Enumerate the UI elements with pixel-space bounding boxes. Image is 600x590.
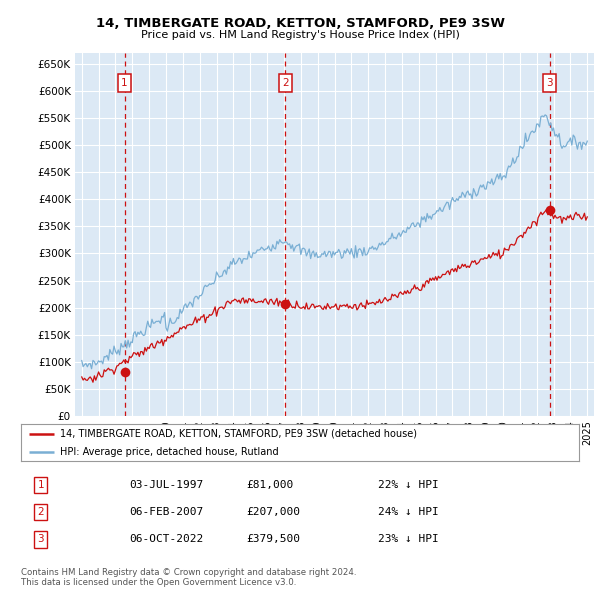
- Text: 1: 1: [121, 78, 128, 88]
- Text: Price paid vs. HM Land Registry's House Price Index (HPI): Price paid vs. HM Land Registry's House …: [140, 30, 460, 40]
- Text: 1: 1: [37, 480, 44, 490]
- Text: 2: 2: [37, 507, 44, 517]
- Text: 23% ↓ HPI: 23% ↓ HPI: [378, 535, 439, 544]
- Text: £207,000: £207,000: [246, 507, 300, 517]
- Text: £379,500: £379,500: [246, 535, 300, 544]
- Text: 3: 3: [546, 78, 553, 88]
- Text: 14, TIMBERGATE ROAD, KETTON, STAMFORD, PE9 3SW: 14, TIMBERGATE ROAD, KETTON, STAMFORD, P…: [95, 17, 505, 30]
- Text: HPI: Average price, detached house, Rutland: HPI: Average price, detached house, Rutl…: [60, 447, 278, 457]
- Text: 22% ↓ HPI: 22% ↓ HPI: [378, 480, 439, 490]
- Text: 06-OCT-2022: 06-OCT-2022: [129, 535, 203, 544]
- Text: 3: 3: [37, 535, 44, 544]
- Text: Contains HM Land Registry data © Crown copyright and database right 2024.
This d: Contains HM Land Registry data © Crown c…: [21, 568, 356, 587]
- Text: 2: 2: [282, 78, 289, 88]
- Text: £81,000: £81,000: [246, 480, 293, 490]
- Text: 06-FEB-2007: 06-FEB-2007: [129, 507, 203, 517]
- Text: 03-JUL-1997: 03-JUL-1997: [129, 480, 203, 490]
- Text: 24% ↓ HPI: 24% ↓ HPI: [378, 507, 439, 517]
- Text: 14, TIMBERGATE ROAD, KETTON, STAMFORD, PE9 3SW (detached house): 14, TIMBERGATE ROAD, KETTON, STAMFORD, P…: [60, 429, 417, 439]
